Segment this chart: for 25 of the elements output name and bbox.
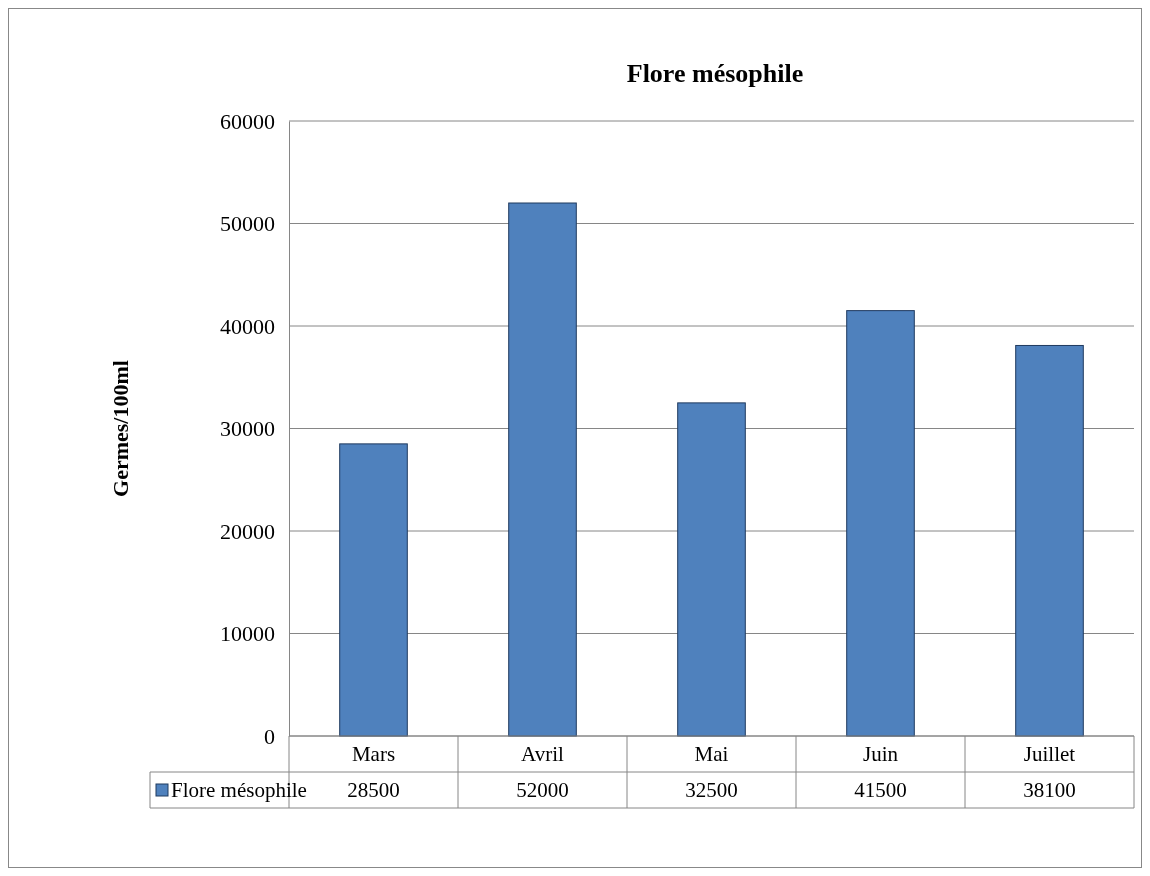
data-label: 52000 <box>516 778 569 802</box>
chart-title: Flore mésophile <box>626 59 804 88</box>
x-tick-label: Mars <box>351 742 396 766</box>
bar <box>1015 344 1084 737</box>
y-tick-label: 40000 <box>220 313 275 339</box>
data-label: 41500 <box>854 778 907 802</box>
data-label: 32500 <box>685 778 738 802</box>
bar <box>846 310 915 737</box>
bar <box>677 402 746 737</box>
y-tick-label: 20000 <box>220 518 275 544</box>
bar <box>508 202 577 737</box>
y-tick-label: 60000 <box>220 108 275 134</box>
x-tick-label: Juin <box>862 742 899 766</box>
data-label: 38100 <box>1023 778 1076 802</box>
bar <box>339 443 408 737</box>
y-tick-label: 10000 <box>220 621 275 647</box>
y-tick-label: 50000 <box>220 211 275 237</box>
y-axis-title: Germes/100ml <box>108 360 133 497</box>
data-label: 28500 <box>347 778 400 802</box>
y-tick-label: 0 <box>264 723 275 749</box>
legend-label: Flore mésophile <box>171 778 307 802</box>
x-tick-label: Mai <box>694 742 729 766</box>
x-tick-label: Avril <box>521 742 565 766</box>
x-tick-label: Juillet <box>1023 742 1076 766</box>
y-tick-label: 30000 <box>220 416 275 442</box>
